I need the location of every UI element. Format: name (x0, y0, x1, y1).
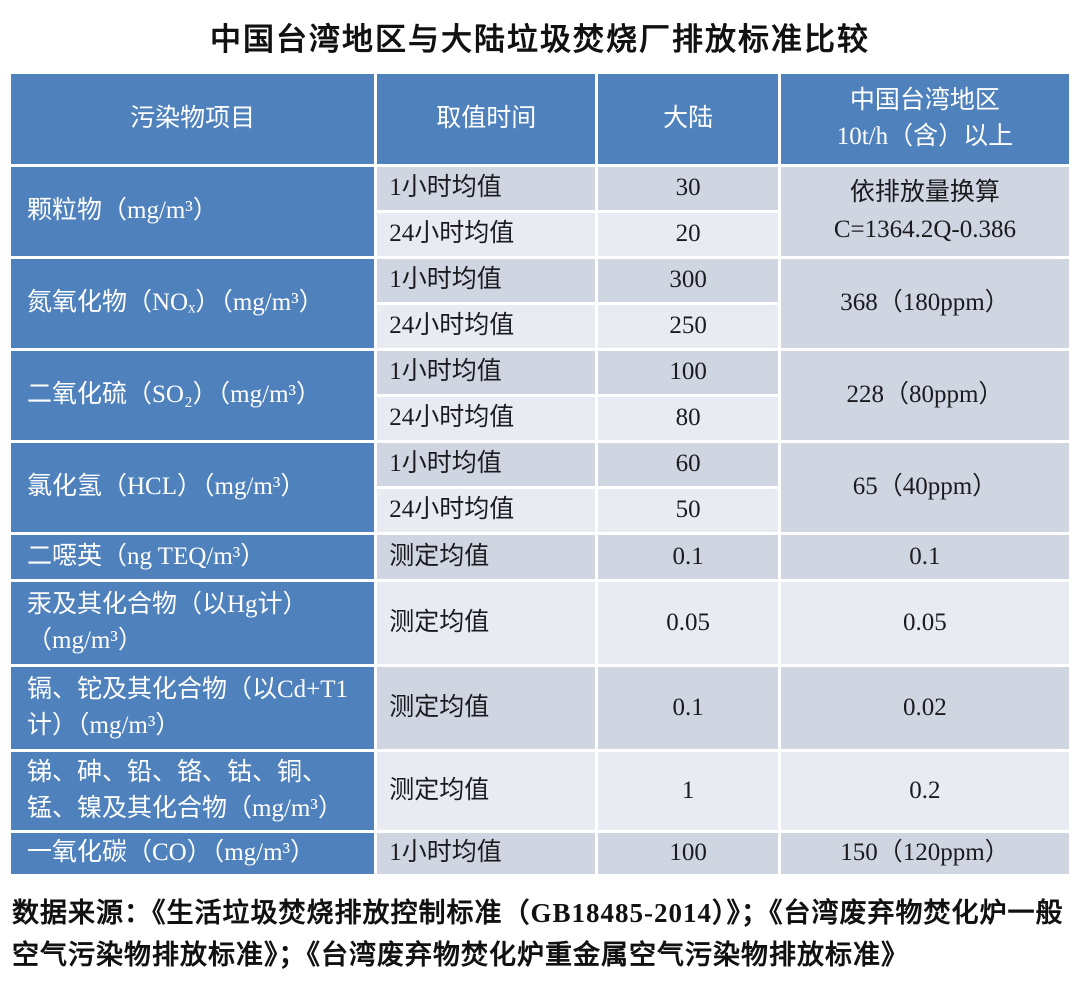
table-row: 汞及其化合物（以Hg计）（mg/m³） 测定均值 0.05 0.05 (11, 582, 1069, 664)
table-row: 24小时均值 20 (11, 213, 1069, 256)
taiwan-value-cell: 65（40ppm） (780, 443, 1069, 532)
header-taiwan: 中国台湾地区 10t/h（含）以上 (780, 74, 1069, 164)
taiwan-value-cell: 0.05 (780, 582, 1069, 664)
pollutant-cell: 氯化氢（HCL）（mg/m³） (11, 443, 375, 532)
mainland-value-cell: 300 (598, 259, 778, 302)
table-row: 镉、铊及其化合物（以Cd+T1计）（mg/m³） 测定均值 0.1 0.02 (11, 667, 1069, 749)
table-row: 氯化氢（HCL）（mg/m³） 1小时均值 60 65（40ppm） (11, 443, 1069, 532)
taiwan-value-cell: 228（80ppm） (780, 351, 1069, 440)
table-row: 氮氧化物（NOₓ）（mg/m³） 1小时均值 300 368（180ppm） (11, 259, 1069, 348)
time-cell: 测定均值 (377, 582, 596, 664)
time-cell: 测定均值 (377, 667, 596, 749)
pollutant-cell: 颗粒物（mg/m³） (11, 167, 375, 256)
mainland-value-cell: 100 (598, 351, 778, 394)
taiwan-value-cell: 368（180ppm） (780, 259, 1069, 348)
mainland-value-cell: 30 (598, 167, 778, 210)
table-row: 24小时均值 80 (11, 397, 1069, 440)
time-cell: 1小时均值 (377, 351, 596, 394)
taiwan-value-line1: 依排放量换算 (849, 179, 1000, 207)
header-time: 取值时间 (377, 74, 596, 164)
taiwan-value-cell: 0.2 (780, 752, 1069, 830)
time-cell: 1小时均值 (377, 833, 596, 874)
pollutant-cell: 氮氧化物（NOₓ）（mg/m³） (11, 259, 375, 348)
page-title: 中国台湾地区与大陆垃圾焚烧厂排放标准比较 (210, 22, 870, 57)
data-source-note: 数据来源：《生活垃圾焚烧排放控制标准（GB18485-2014）》；《台湾废弃物… (12, 898, 1064, 970)
emission-standards-table: 污染物项目 取值时间 大陆 中国台湾地区 10t/h（含）以上 颗粒物（mg/m… (8, 71, 1072, 877)
time-cell: 测定均值 (377, 535, 596, 579)
pollutant-cell: 二噁英（ng TEQ/m³） (11, 535, 375, 579)
table-header-row: 污染物项目 取值时间 大陆 中国台湾地区 10t/h（含）以上 (11, 74, 1069, 164)
table-row: 二噁英（ng TEQ/m³） 测定均值 0.1 0.1 (11, 535, 1069, 579)
table-row: 锑、砷、铅、铬、钴、铜、锰、镍及其化合物（mg/m³） 测定均值 1 0.2 (11, 752, 1069, 830)
time-cell: 1小时均值 (377, 167, 596, 210)
mainland-value-cell: 50 (598, 489, 778, 532)
mainland-value-cell: 250 (598, 305, 778, 348)
table-row: 24小时均值 250 (11, 305, 1069, 348)
pollutant-cell: 二氧化硫（SO₂）（mg/m³） (11, 351, 375, 440)
mainland-value-cell: 80 (598, 397, 778, 440)
taiwan-value-cell: 依排放量换算 C=1364.2Q-0.386 (780, 167, 1069, 256)
table-row: 二氧化硫（SO₂）（mg/m³） 1小时均值 100 228（80ppm） (11, 351, 1069, 440)
header-taiwan-line2: 10t/h（含）以上 (836, 123, 1014, 150)
taiwan-value-cell: 0.02 (780, 667, 1069, 749)
header-taiwan-line1: 中国台湾地区 (849, 86, 1000, 114)
header-mainland: 大陆 (598, 74, 778, 164)
mainland-value-cell: 20 (598, 213, 778, 256)
mainland-value-cell: 1 (598, 752, 778, 830)
time-cell: 1小时均值 (377, 443, 596, 486)
mainland-value-cell: 100 (598, 833, 778, 874)
pollutant-cell: 一氧化碳（CO）（mg/m³） (11, 833, 375, 874)
table-row: 颗粒物（mg/m³） 1小时均值 30 依排放量换算 C=1364.2Q-0.3… (11, 167, 1069, 256)
pollutant-cell: 锑、砷、铅、铬、钴、铜、锰、镍及其化合物（mg/m³） (11, 752, 375, 830)
table-row: 一氧化碳（CO）（mg/m³） 1小时均值 100 150（120ppm） (11, 833, 1069, 874)
time-cell: 1小时均值 (377, 259, 596, 302)
taiwan-value-cell: 150（120ppm） (780, 833, 1069, 874)
time-cell: 24小时均值 (377, 305, 596, 348)
taiwan-value-cell: 0.1 (780, 535, 1069, 579)
pollutant-cell: 汞及其化合物（以Hg计）（mg/m³） (11, 582, 375, 664)
time-cell: 24小时均值 (377, 213, 596, 256)
time-cell: 测定均值 (377, 752, 596, 830)
mainland-value-cell: 0.05 (598, 582, 778, 664)
mainland-value-cell: 0.1 (598, 535, 778, 579)
taiwan-value-line2: C=1364.2Q-0.386 (833, 215, 1016, 243)
mainland-value-cell: 0.1 (598, 667, 778, 749)
time-cell: 24小时均值 (377, 489, 596, 532)
time-cell: 24小时均值 (377, 397, 596, 440)
header-pollutant: 污染物项目 (11, 74, 375, 164)
pollutant-cell: 镉、铊及其化合物（以Cd+T1计）（mg/m³） (11, 667, 375, 749)
table-row: 24小时均值 50 (11, 489, 1069, 532)
mainland-value-cell: 60 (598, 443, 778, 486)
